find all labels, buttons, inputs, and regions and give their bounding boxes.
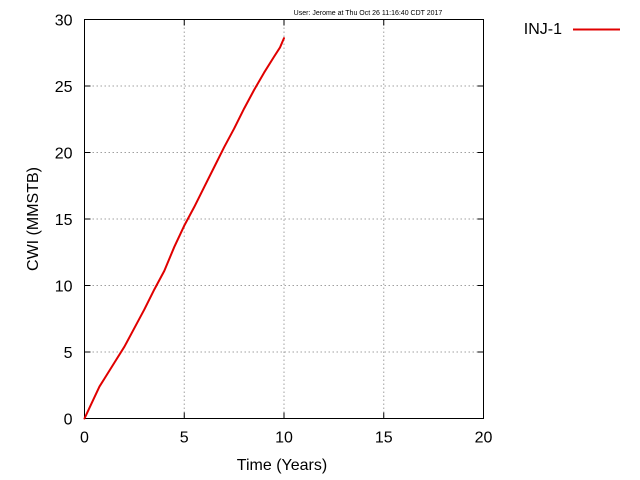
x-axis-title: Time (Years) bbox=[237, 457, 327, 474]
x-tick-label: 5 bbox=[180, 430, 189, 447]
x-tick-label: 15 bbox=[375, 430, 393, 447]
series-line-inj-1 bbox=[83, 37, 285, 420]
x-tick-label: 10 bbox=[275, 430, 293, 447]
y-tick-label: 25 bbox=[55, 79, 73, 96]
y-axis-title: CWI (MMSTB) bbox=[25, 167, 42, 271]
y-tick-label: 5 bbox=[64, 345, 73, 362]
y-tick-label: 30 bbox=[55, 13, 73, 30]
x-tick-label: 20 bbox=[475, 430, 493, 447]
y-tick-label: 15 bbox=[55, 212, 73, 229]
plot-frame bbox=[84, 19, 484, 419]
y-tick-label: 10 bbox=[55, 279, 73, 296]
axis-ticks: 0 5 10 15 20 0 5 10 15 20 25 30 bbox=[55, 13, 493, 447]
grid bbox=[84, 19, 484, 419]
y-tick-label: 0 bbox=[64, 412, 73, 429]
legend-label-inj-1: INJ-1 bbox=[524, 21, 562, 38]
x-tick-label: 0 bbox=[80, 430, 89, 447]
timestamp-label: User: Jerome at Thu Oct 26 11:16:40 CDT … bbox=[294, 10, 443, 17]
legend: INJ-1 bbox=[524, 21, 620, 38]
series-layer bbox=[83, 37, 285, 420]
y-tick-label: 20 bbox=[55, 146, 73, 163]
